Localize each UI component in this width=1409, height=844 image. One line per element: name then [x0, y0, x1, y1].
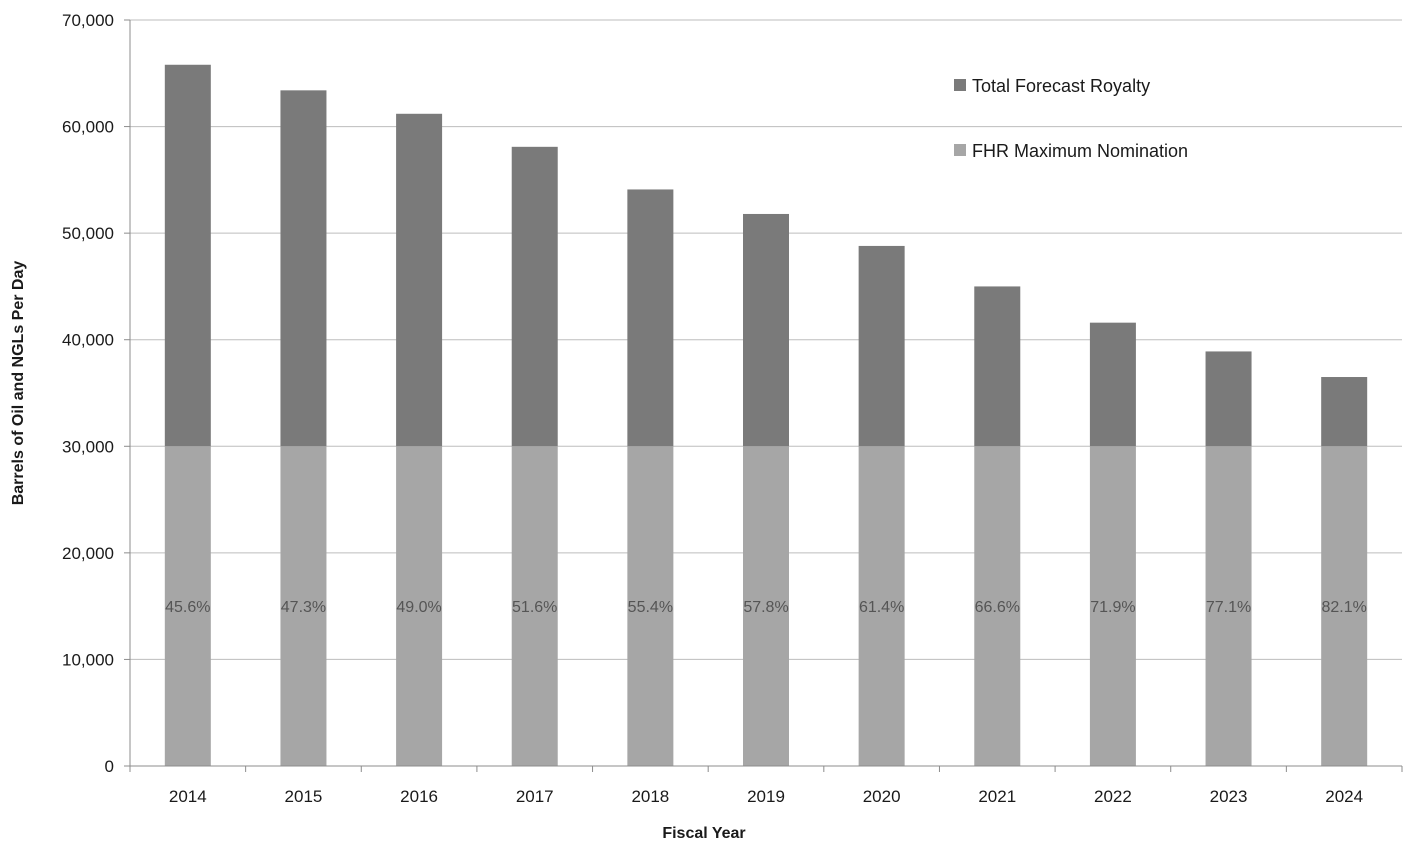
bar-fhr-maximum-nomination: [743, 446, 789, 766]
bar-percentage-label: 55.4%: [628, 599, 673, 616]
bar-fhr-maximum-nomination: [280, 446, 327, 766]
bar-total-forecast-royalty: [511, 146, 558, 447]
bar-percentage-label: 61.4%: [859, 599, 904, 616]
bar-percentage-label: 57.8%: [743, 599, 788, 616]
bar-total-forecast-royalty: [280, 90, 327, 447]
bar-fhr-maximum-nomination: [1205, 446, 1252, 766]
bar-fhr-maximum-nomination: [858, 446, 905, 766]
bar-percentage-label: 47.3%: [281, 599, 326, 616]
x-tick-label: 2016: [400, 787, 438, 806]
y-tick-labels: 0 10,000 20,000 30,000 40,000 50,000 60,000 70,…: [62, 11, 114, 776]
bar-total-forecast-royalty: [1205, 351, 1252, 447]
bar-total-forecast-royalty: [1321, 377, 1368, 447]
x-tick-label: 2018: [631, 787, 669, 806]
percentage-labels: 45.6% 47.3% 49.0% 51.6% 55.4% 57.8% 61.4% 66.6%…: [165, 599, 1367, 616]
bar-fhr-maximum-nomination: [1089, 446, 1136, 766]
bar-total-forecast-royalty: [858, 245, 905, 447]
x-tick-labels: 2014 2015 2016 2017 2018 2019 2020 2021 2022 2023…: [169, 787, 1363, 806]
bar-total-forecast-royalty: [627, 189, 674, 447]
x-tick-label: 2022: [1094, 787, 1132, 806]
bar-total-forecast-royalty: [743, 213, 789, 447]
bar-percentage-label: 49.0%: [396, 599, 441, 616]
y-tick-label: 0: [105, 757, 114, 776]
y-tick-label: 50,000: [62, 224, 114, 243]
bar-fhr-maximum-nomination: [1321, 446, 1368, 766]
x-tick-label: 2017: [516, 787, 554, 806]
legend-label-fhr-maximum-nomination: FHR Maximum Nomination: [972, 141, 1188, 161]
legend: Total Forecast Royalty FHR Maximum Nomin…: [954, 76, 1188, 161]
y-tick-label: 40,000: [62, 331, 114, 350]
legend-label-total-forecast-royalty: Total Forecast Royalty: [972, 76, 1150, 96]
x-axis-title: Fiscal Year: [662, 825, 745, 842]
y-tick-label: 70,000: [62, 11, 114, 30]
bar-percentage-label: 82.1%: [1321, 599, 1366, 616]
bar-total-forecast-royalty: [396, 113, 443, 447]
bar-total-forecast-royalty: [164, 64, 211, 447]
bar-fhr-maximum-nomination: [396, 446, 443, 766]
bar-fhr-maximum-nomination: [511, 446, 558, 766]
x-tick-label: 2020: [863, 787, 901, 806]
x-tick-label: 2024: [1325, 787, 1363, 806]
bar-percentage-label: 45.6%: [165, 599, 210, 616]
bar-percentage-label: 77.1%: [1206, 599, 1251, 616]
bar-fhr-maximum-nomination: [974, 446, 1021, 766]
x-tick-label: 2023: [1210, 787, 1248, 806]
y-tick-label: 10,000: [62, 650, 114, 669]
bar-percentage-label: 66.6%: [975, 599, 1020, 616]
x-tick-label: 2021: [978, 787, 1016, 806]
bar-fhr-maximum-nomination: [164, 446, 211, 766]
bar-total-forecast-royalty: [1089, 322, 1136, 447]
bar-percentage-label: 51.6%: [512, 599, 557, 616]
axes: [124, 19, 1403, 772]
legend-swatch-total-forecast-royalty: [954, 79, 966, 91]
bars: [164, 64, 1368, 766]
y-tick-label: 30,000: [62, 437, 114, 456]
y-axis-title: Barrels of Oil and NGLs Per Day: [10, 261, 27, 506]
y-tick-label: 20,000: [62, 544, 114, 563]
legend-swatch-fhr-maximum-nomination: [954, 144, 966, 156]
bar-total-forecast-royalty: [974, 286, 1021, 447]
bar-percentage-label: 71.9%: [1090, 599, 1135, 616]
y-tick-label: 60,000: [62, 118, 114, 137]
x-tick-label: 2015: [285, 787, 323, 806]
x-tick-label: 2019: [747, 787, 785, 806]
x-tick-label: 2014: [169, 787, 207, 806]
bar-fhr-maximum-nomination: [627, 446, 674, 766]
